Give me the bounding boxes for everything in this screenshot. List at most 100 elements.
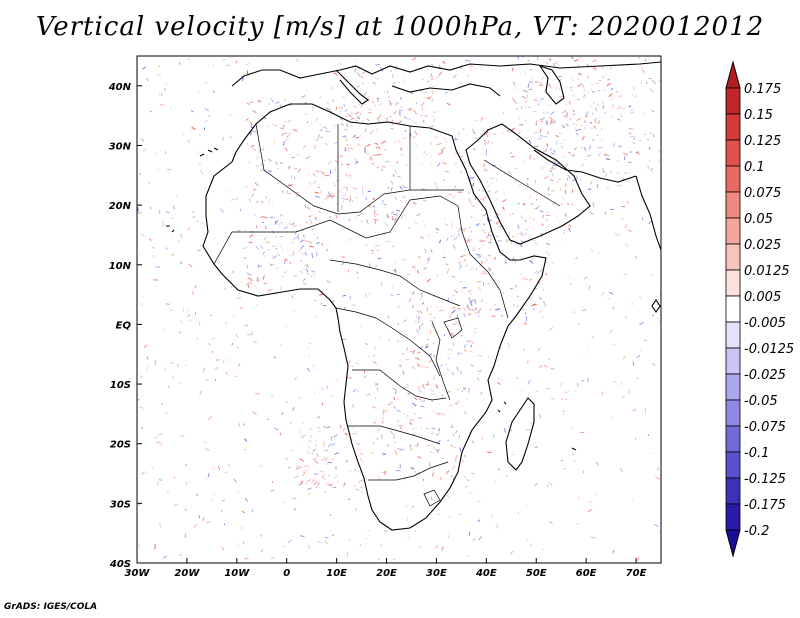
updraft-contour	[432, 341, 435, 345]
downdraft-contour	[410, 91, 413, 95]
updraft-contour	[255, 200, 259, 204]
downdraft-contour	[527, 106, 531, 109]
updraft-contour	[380, 544, 382, 547]
downdraft-contour	[520, 105, 523, 110]
downdraft-contour	[420, 405, 425, 408]
downdraft-contour	[315, 217, 317, 221]
updraft-contour	[367, 96, 370, 102]
updraft-contour	[454, 446, 456, 449]
border-congo	[335, 307, 441, 377]
updraft-contour	[425, 41, 429, 44]
downdraft-contour	[653, 133, 655, 138]
updraft-contour	[154, 436, 158, 439]
downdraft-contour	[573, 460, 576, 462]
downdraft-contour	[469, 302, 473, 306]
downdraft-contour	[426, 261, 430, 264]
updraft-contour	[419, 310, 423, 315]
updraft-contour	[420, 292, 423, 297]
updraft-contour	[452, 432, 455, 436]
updraft-contour	[573, 59, 579, 62]
updraft-contour	[427, 233, 431, 237]
downdraft-contour	[314, 299, 317, 302]
updraft-contour	[620, 113, 622, 118]
downdraft-contour	[242, 541, 245, 545]
downdraft-contour	[468, 297, 471, 303]
updraft-contour	[485, 132, 489, 138]
updraft-contour	[372, 354, 376, 357]
updraft-contour	[475, 311, 481, 314]
updraft-contour	[304, 112, 308, 116]
updraft-contour	[565, 398, 568, 401]
updraft-contour	[360, 220, 363, 223]
downdraft-contour	[653, 133, 655, 138]
downdraft-contour	[262, 148, 265, 151]
updraft-contour	[364, 127, 367, 133]
downdraft-contour	[341, 262, 345, 266]
downdraft-contour	[617, 145, 623, 148]
updraft-contour	[436, 227, 439, 230]
colorbar-label: -0.125	[744, 472, 786, 487]
updraft-contour	[472, 128, 475, 131]
y-tick-label: 40S	[109, 559, 131, 570]
updraft-contour	[549, 116, 554, 121]
updraft-contour	[368, 157, 371, 161]
downdraft-contour	[604, 173, 608, 178]
updraft-contour	[430, 78, 434, 81]
downdraft-contour	[426, 80, 430, 83]
downdraft-contour	[406, 383, 409, 386]
downdraft-contour	[292, 406, 295, 412]
updraft-contour	[539, 128, 542, 133]
updraft-contour	[323, 457, 326, 459]
updraft-contour	[602, 75, 605, 79]
updraft-contour	[483, 132, 488, 136]
updraft-contour	[169, 362, 175, 365]
colorbar-label: -0.2	[744, 524, 769, 539]
updraft-contour	[427, 96, 431, 100]
updraft-contour	[538, 150, 541, 153]
downdraft-contour	[577, 322, 580, 325]
updraft-contour	[613, 343, 615, 346]
downdraft-contour	[478, 355, 483, 357]
downdraft-contour	[259, 464, 263, 467]
updraft-contour	[495, 190, 498, 194]
updraft-contour	[477, 285, 482, 291]
updraft-contour	[376, 166, 380, 169]
downdraft-contour	[640, 79, 643, 84]
downdraft-contour	[463, 343, 467, 349]
updraft-contour	[515, 284, 517, 288]
updraft-contour	[308, 544, 311, 549]
updraft-contour	[403, 116, 407, 119]
updraft-contour	[456, 388, 459, 390]
downdraft-contour	[416, 214, 420, 216]
updraft-contour	[637, 56, 641, 60]
updraft-contour	[546, 143, 549, 148]
downdraft-contour	[294, 475, 299, 479]
downdraft-contour	[534, 123, 537, 126]
downdraft-contour	[280, 236, 283, 238]
updraft-contour	[483, 139, 487, 143]
updraft-contour	[547, 104, 552, 107]
updraft-contour	[626, 165, 628, 167]
downdraft-contour	[293, 236, 297, 241]
updraft-contour	[482, 197, 485, 202]
x-tick-label: 10W	[224, 568, 250, 579]
updraft-contour	[533, 99, 538, 101]
updraft-contour	[481, 273, 484, 275]
downdraft-contour	[334, 475, 338, 479]
updraft-contour	[321, 459, 324, 461]
downdraft-contour	[252, 130, 258, 133]
downdraft-contour	[200, 170, 204, 175]
updraft-contour	[331, 99, 335, 102]
downdraft-contour	[427, 256, 431, 261]
updraft-contour	[650, 168, 653, 171]
updraft-contour	[438, 71, 443, 76]
updraft-contour	[315, 170, 320, 173]
updraft-contour	[450, 404, 452, 407]
updraft-contour	[499, 166, 503, 169]
downdraft-contour	[516, 377, 519, 379]
updraft-contour	[287, 166, 291, 170]
updraft-contour	[233, 478, 238, 483]
downdraft-contour	[451, 371, 455, 376]
downdraft-contour	[159, 479, 163, 481]
updraft-contour	[371, 162, 375, 165]
